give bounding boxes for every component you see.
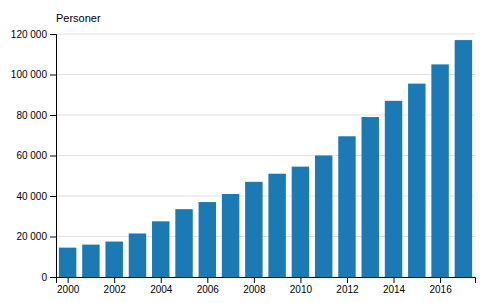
x-tick-mark: [114, 277, 115, 283]
x-axis-line: [57, 278, 476, 284]
x-tick-mark: [347, 277, 348, 283]
bar: [455, 40, 472, 277]
y-tick-label: 120 000: [11, 29, 48, 40]
bar: [362, 117, 379, 277]
bar: [245, 182, 262, 277]
grid: [56, 34, 475, 277]
bar: [408, 84, 425, 277]
x-tick-mark: [254, 277, 255, 283]
x-tick-label: 2000: [57, 284, 80, 295]
x-tick-mark: [300, 277, 301, 283]
x-tick: 2006: [197, 277, 220, 295]
x-tick-mark: [207, 277, 208, 283]
x-tick: 2012: [336, 277, 359, 295]
y-tick-mark: [50, 237, 56, 238]
x-tick-mark: [161, 277, 162, 283]
x-tick-label: 2006: [197, 284, 220, 295]
bars: [59, 40, 472, 277]
x-tick-label: 2002: [104, 284, 127, 295]
grid-line: [56, 74, 475, 75]
bar: [152, 221, 169, 277]
y-tick: 0: [41, 272, 56, 283]
y-tick-mark: [50, 115, 56, 116]
y-tick-mark: [50, 277, 56, 278]
x-tick-label: 2016: [429, 284, 452, 295]
bar: [105, 242, 122, 277]
y-tick-label: 60 000: [16, 150, 47, 161]
bar: [82, 245, 99, 277]
y-tick: 80 000: [16, 110, 56, 121]
bar: [222, 194, 239, 277]
bar: [315, 156, 332, 278]
bar: [175, 209, 192, 277]
y-tick: 120 000: [11, 29, 56, 40]
x-tick-label: 2004: [150, 284, 173, 295]
y-tick-label: 100 000: [11, 69, 48, 80]
x-tick-mark: [68, 277, 69, 283]
bar: [129, 233, 146, 277]
y-tick-mark: [50, 156, 56, 157]
x-tick-label: 2012: [336, 284, 359, 295]
x-tick: 2014: [383, 277, 406, 295]
x-axis: 2000 2002 2004 2006 2008 2010 2012 2014 2016: [57, 277, 476, 295]
y-tick-mark: [50, 196, 56, 197]
x-tick-mark: [394, 277, 395, 283]
y-tick-label: 80 000: [16, 110, 47, 121]
bar: [431, 64, 448, 277]
bar: [338, 136, 355, 277]
x-tick: 2000: [57, 277, 80, 295]
y-axis-line: [50, 35, 57, 278]
grid-line: [56, 34, 475, 35]
y-tick: 40 000: [16, 191, 56, 202]
y-tick: 100 000: [11, 69, 56, 80]
plot: 2000 2002 2004 2006 2008 2010 2012 2014 2016 0 20 …: [11, 29, 476, 295]
y-tick-label: 0: [41, 272, 47, 283]
y-tick: 20 000: [16, 231, 56, 242]
x-tick: 2004: [150, 277, 173, 295]
chart: 2000 2002 2004 2006 2008 2010 2012 2014 2016 0 20 …: [0, 0, 491, 303]
y-label: Personer: [56, 12, 101, 24]
y-tick-mark: [50, 34, 56, 35]
y-tick-label: 40 000: [16, 191, 47, 202]
x-tick: 2008: [243, 277, 266, 295]
bar: [292, 167, 309, 277]
x-tick-label: 2008: [243, 284, 266, 295]
bar: [199, 202, 216, 277]
x-tick-mark: [440, 277, 441, 283]
x-tick: 2010: [290, 277, 313, 295]
bar: [268, 174, 285, 277]
y-tick: 60 000: [16, 150, 56, 161]
y-tick-label: 20 000: [16, 231, 47, 242]
x-tick-label: 2014: [383, 284, 406, 295]
y-axis: 0 20 000 40 000 60 000 80 000 100 000 120 000: [11, 29, 57, 283]
x-tick-label: 2010: [290, 284, 313, 295]
x-tick: 2002: [104, 277, 127, 295]
x-tick: 2016: [429, 277, 452, 295]
bar: [59, 248, 76, 277]
y-tick-mark: [50, 75, 56, 76]
bar: [385, 101, 402, 277]
